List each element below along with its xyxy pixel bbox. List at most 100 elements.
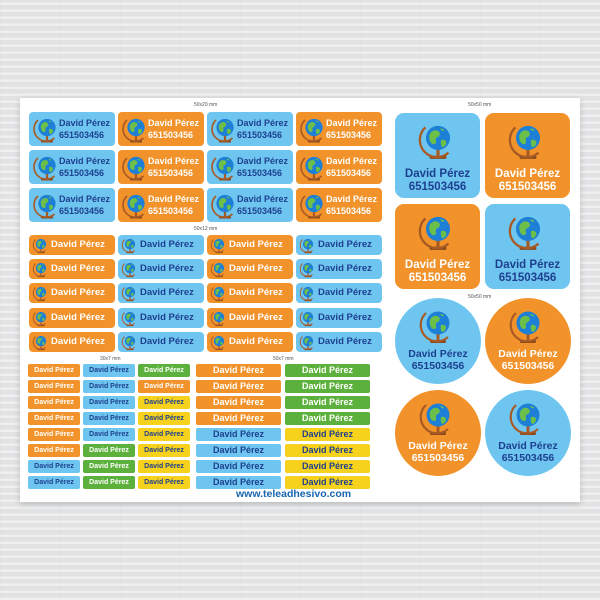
sticker-sheet: 50x20 mm 50x50 mm 50x12 mm 50x50 mm 30x7… [20,98,580,502]
sticker-phone: 651503456 [237,206,283,216]
sticker-name: David Pérez [89,399,129,406]
sticker-name: David Pérez [326,194,378,204]
sticker-50x12: David Pérez [296,235,382,255]
globe-icon [508,397,548,442]
sticker-50x50-round: David Pérez 651503456 [485,390,571,476]
globe-icon [210,284,228,303]
sticker-30x7: David Pérez [138,444,190,457]
sticker-phone: 651503456 [148,168,194,178]
sticker-name: David Pérez [144,431,184,438]
sticker-phone: 651503456 [59,130,105,140]
sticker-name: David Pérez [34,399,74,406]
sticker-name: David Pérez [212,413,265,423]
sticker-name: David Pérez [140,312,194,323]
sticker-name: David Pérez [89,383,129,390]
sticker-name: David Pérez [34,367,74,374]
sticker-name: David Pérez [212,381,265,391]
sticker-50x7: David Pérez [285,364,370,377]
sticker-50x7: David Pérez [285,460,370,473]
globe-icon [32,114,62,146]
sticker-name: David Pérez [148,118,200,128]
website-url[interactable]: www.teleadhesivo.com [236,488,352,500]
globe-icon [299,114,329,146]
size-label-50x50-square: 50x50 mm [468,102,492,108]
sticker-name: David Pérez [59,194,111,204]
sticker-name: David Pérez [140,336,194,347]
sticker-name: David Pérez [212,445,265,455]
sticker-30x7: David Pérez [83,444,135,457]
sticker-50x7: David Pérez [285,444,370,457]
globe-icon [121,309,139,328]
sticker-50x7: David Pérez [285,428,370,441]
sticker-50x12: David Pérez [296,308,382,328]
sticker-30x7: David Pérez [28,412,80,425]
globe-icon [299,309,317,328]
sticker-name: David Pérez [140,263,194,274]
size-label-50x20: 50x20 mm [194,102,218,108]
globe-icon [121,260,139,279]
sticker-30x7: David Pérez [28,396,80,409]
sticker-phone: 651503456 [501,360,555,372]
sticker-30x7: David Pérez [28,380,80,393]
sticker-name: David Pérez [51,336,105,347]
globe-icon [121,190,151,222]
sticker-50x50-square: David Pérez 651503456 [395,113,480,198]
size-label-50x7: 50x7 mm [273,356,294,362]
sticker-phone: 651503456 [59,168,105,178]
sticker-name: David Pérez [144,447,184,454]
sticker-50x20: David Pérez 651503456 [29,188,115,222]
globe-icon [418,305,458,350]
sticker-name: David Pérez [408,348,468,360]
sticker-name: David Pérez [318,287,372,298]
sticker-50x7: David Pérez [285,476,370,489]
sticker-phone: 651503456 [237,130,283,140]
sticker-50x7: David Pérez [196,380,281,393]
sticker-50x12: David Pérez [29,332,115,352]
sticker-name: David Pérez [301,397,354,407]
sticker-50x50-square: David Pérez 651503456 [485,204,570,289]
globe-icon [299,260,317,279]
sticker-50x7: David Pérez [196,396,281,409]
sticker-name: David Pérez [212,429,265,439]
sticker-name: David Pérez [34,415,74,422]
sticker-50x20: David Pérez 651503456 [29,112,115,146]
sticker-phone: 651503456 [237,168,283,178]
sticker-30x7: David Pérez [28,428,80,441]
sticker-30x7: David Pérez [138,396,190,409]
sticker-50x20: David Pérez 651503456 [118,188,204,222]
sticker-50x50-round: David Pérez 651503456 [395,390,481,476]
sticker-30x7: David Pérez [83,396,135,409]
sticker-name: David Pérez [494,168,561,180]
sticker-name: David Pérez [237,118,289,128]
globe-icon [507,210,549,257]
sticker-30x7: David Pérez [138,364,190,377]
sticker-50x12: David Pérez [29,283,115,303]
sticker-name: David Pérez [301,445,354,455]
globe-icon [299,236,317,255]
sticker-30x7: David Pérez [138,380,190,393]
sticker-30x7: David Pérez [28,444,80,457]
sticker-50x20: David Pérez 651503456 [118,112,204,146]
sticker-50x12: David Pérez [118,308,204,328]
sticker-50x20: David Pérez 651503456 [296,188,382,222]
sticker-name: David Pérez [301,429,354,439]
sticker-30x7: David Pérez [138,460,190,473]
sticker-50x20: David Pérez 651503456 [207,188,293,222]
sticker-name: David Pérez [318,336,372,347]
sticker-name: David Pérez [498,440,558,452]
sticker-phone: 651503456 [59,206,105,216]
sticker-50x12: David Pérez [118,259,204,279]
globe-icon [210,236,228,255]
sticker-name: David Pérez [494,259,561,271]
sticker-phone: 651503456 [148,130,194,140]
sticker-30x7: David Pérez [28,460,80,473]
sticker-name: David Pérez [212,365,265,375]
globe-icon [508,305,548,350]
sticker-phone: 651503456 [408,181,467,193]
sticker-name: David Pérez [318,239,372,250]
sticker-50x12: David Pérez [296,259,382,279]
sticker-phone: 651503456 [498,272,557,284]
sticker-name: David Pérez [89,463,129,470]
sticker-phone: 651503456 [498,181,557,193]
sticker-30x7: David Pérez [138,412,190,425]
